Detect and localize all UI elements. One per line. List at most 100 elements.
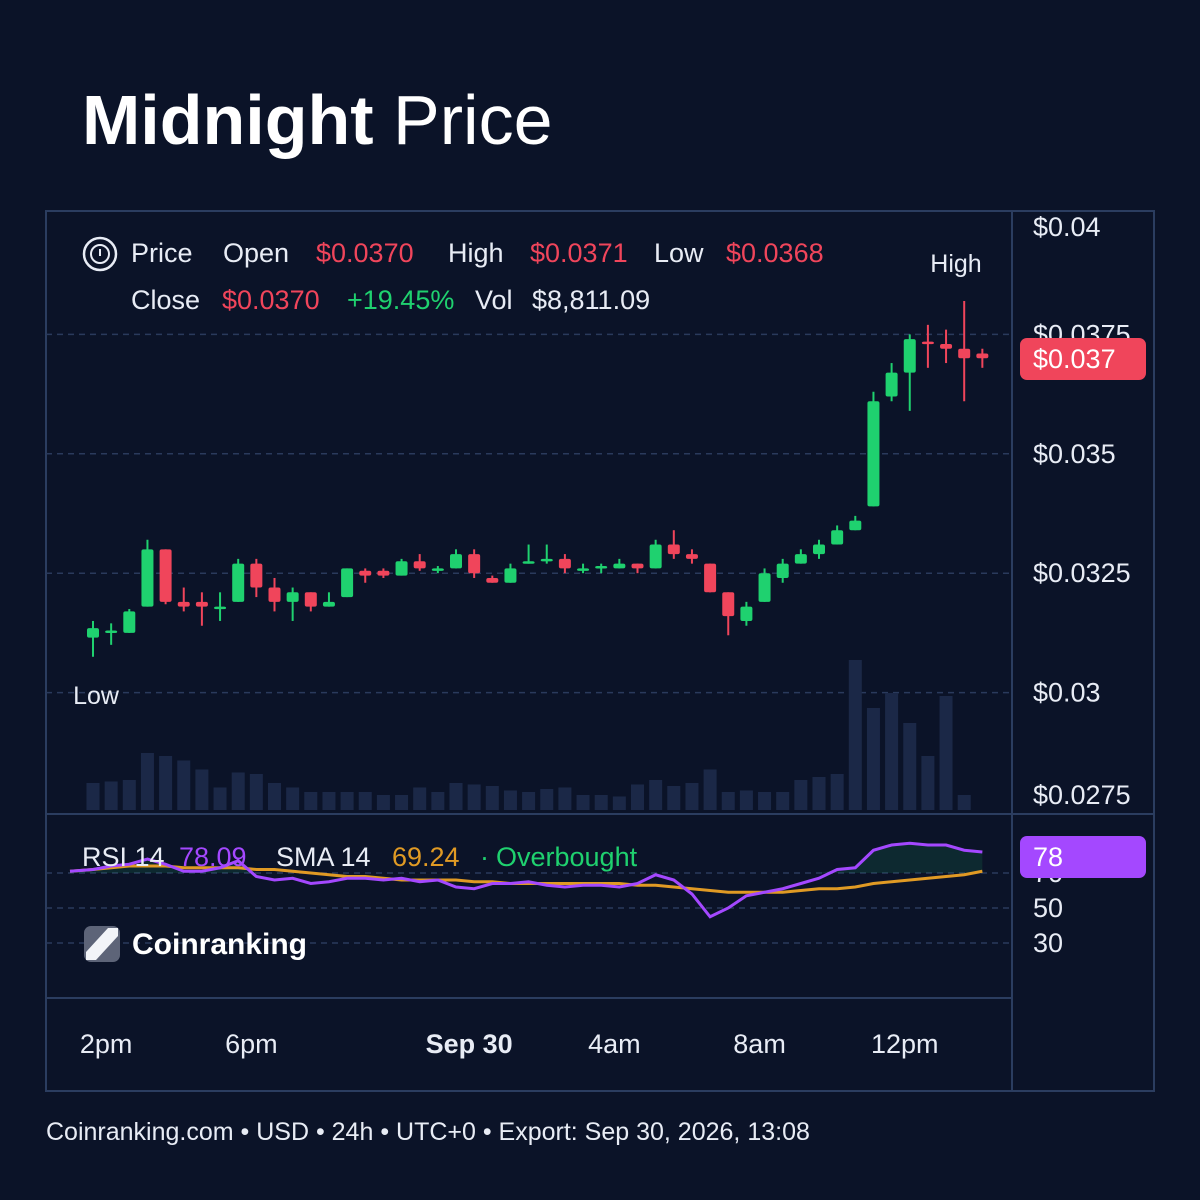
volume-bar xyxy=(739,790,753,810)
sma-line xyxy=(69,864,983,894)
volume-bar xyxy=(649,780,663,810)
volume-bar xyxy=(268,783,281,810)
volume-bar xyxy=(177,760,191,810)
volume-bar xyxy=(122,780,136,810)
candle-body xyxy=(431,568,444,571)
sma-label: SMA 14 xyxy=(276,842,371,872)
candle-body xyxy=(595,566,608,569)
time-tick-label: 6pm xyxy=(225,1029,278,1059)
low-annotation: Low xyxy=(73,682,120,710)
candlesticks xyxy=(87,300,989,657)
volume-bar xyxy=(776,792,790,810)
vol-value: $8,811.09 xyxy=(532,285,650,315)
svg-text:RSI 14 78.09 SMA 1: RSI 14 78.09 SMA 14 69.24 · Overbought xyxy=(82,842,638,872)
candle-body xyxy=(450,554,462,569)
volume-bar xyxy=(195,769,209,810)
high-value: $0.0371 xyxy=(530,238,628,268)
svg-text:Price Open $0.0370: Price Open $0.0370 High $0.0371 Low $0.0… xyxy=(131,238,824,268)
high-annotation: High xyxy=(930,250,981,278)
volume-bar xyxy=(558,787,572,810)
candle-body xyxy=(813,544,825,555)
rsi-info: RSI 14 78.09 SMA 14 69.24 · Overbought xyxy=(82,842,638,872)
volume-bar xyxy=(612,796,626,810)
info-label: Price xyxy=(131,238,193,268)
rsi-line xyxy=(69,841,983,919)
volume-bar xyxy=(376,795,390,810)
candle-body xyxy=(758,573,771,602)
candle-body xyxy=(141,549,154,607)
candle-body xyxy=(159,549,172,602)
volume-bar xyxy=(885,693,899,810)
rsi-gridlines xyxy=(46,872,1012,944)
candle-body xyxy=(413,561,426,569)
price-tick-label: $0.0325 xyxy=(1033,558,1131,588)
candle-body xyxy=(867,401,880,507)
brand-name: Coinranking xyxy=(132,928,307,961)
candle-body xyxy=(322,601,335,607)
time-tick-label: 2pm xyxy=(80,1029,133,1059)
candle-body xyxy=(486,577,499,583)
volume-bar xyxy=(667,786,681,810)
time-tick-label: Sep 30 xyxy=(426,1029,513,1059)
candle-body xyxy=(87,628,99,638)
candle-body xyxy=(722,592,735,617)
candle-body xyxy=(195,601,208,607)
rsi-label: RSI 14 xyxy=(82,842,165,872)
volume-bar xyxy=(467,784,481,810)
candle-body xyxy=(776,563,789,578)
candle-body xyxy=(359,570,372,576)
page-title: Midnight Price xyxy=(82,78,553,162)
current-price-tag: $0.037 xyxy=(1020,338,1146,380)
time-tick-label: 4am xyxy=(588,1029,641,1059)
volume-bar xyxy=(903,723,917,810)
candle-body xyxy=(958,348,971,359)
candle-body xyxy=(177,601,190,607)
candle-body xyxy=(105,630,118,634)
candle-body xyxy=(123,611,136,633)
candle-body xyxy=(831,530,844,545)
price-tick-label: $0.04 xyxy=(1033,212,1101,242)
rsi-current-tag: 78 xyxy=(1020,836,1146,878)
low-label: Low xyxy=(654,238,704,268)
candle-body xyxy=(468,554,481,574)
time-tick-label: 8am xyxy=(733,1029,786,1059)
rsi-tick-label: 50 xyxy=(1033,893,1063,923)
open-value: $0.0370 xyxy=(316,238,414,268)
rsi-current-label: 78 xyxy=(1033,842,1063,872)
candle-body xyxy=(685,554,698,559)
candle-body xyxy=(885,372,898,397)
coinranking-logo-icon xyxy=(84,926,120,962)
rsi-lines xyxy=(69,841,983,919)
candle-body xyxy=(631,563,644,569)
candle-body xyxy=(558,558,571,569)
volume-bar xyxy=(159,756,173,810)
volume-bar xyxy=(340,792,354,810)
volume-bar xyxy=(812,777,826,810)
chart-outer-frame xyxy=(45,210,1155,1092)
volume-bar xyxy=(213,787,227,810)
volume-bar xyxy=(449,783,463,810)
candle-body xyxy=(940,343,953,349)
price-tick-label: $0.035 xyxy=(1033,439,1116,469)
candle-body xyxy=(214,606,227,610)
low-value: $0.0368 xyxy=(726,238,824,268)
price-info: Price Open $0.0370 High $0.0371 Low $0.0… xyxy=(82,236,824,315)
volume-bar xyxy=(830,774,844,810)
vol-label: Vol xyxy=(475,285,513,315)
candle-body xyxy=(649,544,662,569)
candle-body xyxy=(286,592,299,602)
time-axis: 2pm 6pm Sep 30 4am 8am 12pm xyxy=(80,1029,939,1059)
rsi-state-dot: · xyxy=(480,842,489,872)
svg-text:Close $0.0370 +19.: Close $0.0370 +19.45% Vol $8,811.09 xyxy=(131,285,650,315)
volume-bar xyxy=(848,660,862,810)
volume-bar xyxy=(413,787,427,810)
volume-bar xyxy=(231,772,245,810)
current-price-label: $0.037 xyxy=(1033,344,1116,374)
candle-body xyxy=(740,606,753,621)
volume-bar xyxy=(794,780,808,810)
rsi-tick-label: 30 xyxy=(1033,928,1063,958)
high-label: High xyxy=(448,238,504,268)
candle-body xyxy=(704,563,717,593)
candle-body xyxy=(577,568,590,571)
volume-bar xyxy=(758,792,772,810)
